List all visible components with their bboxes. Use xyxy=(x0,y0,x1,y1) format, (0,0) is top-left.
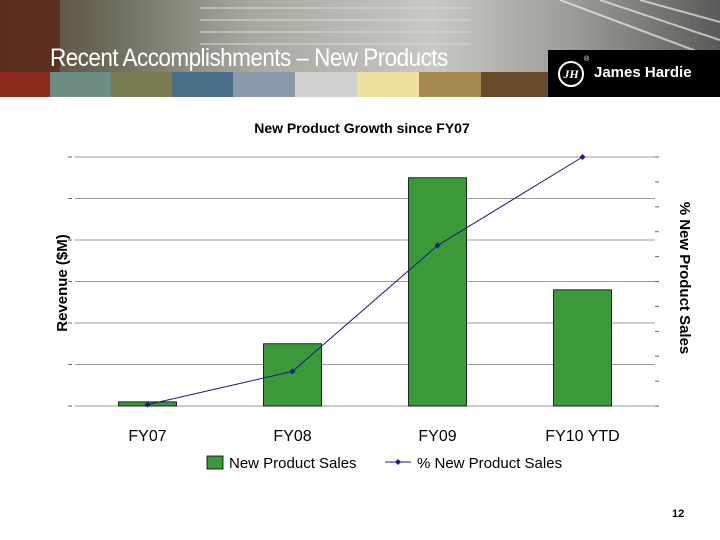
x-tick-label: FY07 xyxy=(128,428,166,445)
page-number: 12 xyxy=(672,508,685,520)
chart-title: New Product Growth since FY07 xyxy=(254,120,470,136)
bar-2 xyxy=(408,177,467,407)
left-axis-ticks xyxy=(68,156,72,407)
registered-mark: ® xyxy=(584,56,590,63)
color-swatch-band xyxy=(0,72,548,97)
line-point-3 xyxy=(579,154,586,160)
slide-title: Recent Accomplishments – New Products xyxy=(50,44,448,72)
bar-1 xyxy=(263,343,322,407)
line-point-0 xyxy=(144,401,151,408)
logo-mark-icon: JH xyxy=(558,61,584,87)
x-axis-labels: FY07 FY08 FY09 FY10 YTD xyxy=(128,428,619,445)
legend-label: % New Product Sales xyxy=(417,455,562,472)
series-line xyxy=(147,156,583,406)
line-point-1 xyxy=(289,368,296,375)
legend-label: New Product Sales xyxy=(229,455,357,472)
bar-series xyxy=(118,177,612,407)
legend-swatch-marker xyxy=(395,459,401,465)
line-point-2 xyxy=(434,242,441,249)
y2-axis-label: % New Product Sales xyxy=(676,202,693,355)
header-banner: Recent Accomplishments – New Products JH… xyxy=(0,0,720,97)
x-tick-label: FY08 xyxy=(273,428,311,445)
legend-swatch-bar xyxy=(206,455,224,470)
bar-3 xyxy=(553,289,612,407)
right-axis-ticks xyxy=(655,156,659,407)
brand-name: James Hardie xyxy=(594,64,692,81)
brand-logo: JH ® James Hardie xyxy=(548,50,720,97)
x-tick-label: FY10 YTD xyxy=(545,428,619,445)
x-tick-label: FY09 xyxy=(418,428,456,445)
y-axis-label: Revenue ($M) xyxy=(54,234,71,332)
legend: New Product Sales % New Product Sales xyxy=(206,455,562,472)
header-photo xyxy=(0,0,720,97)
line-series xyxy=(144,154,586,408)
